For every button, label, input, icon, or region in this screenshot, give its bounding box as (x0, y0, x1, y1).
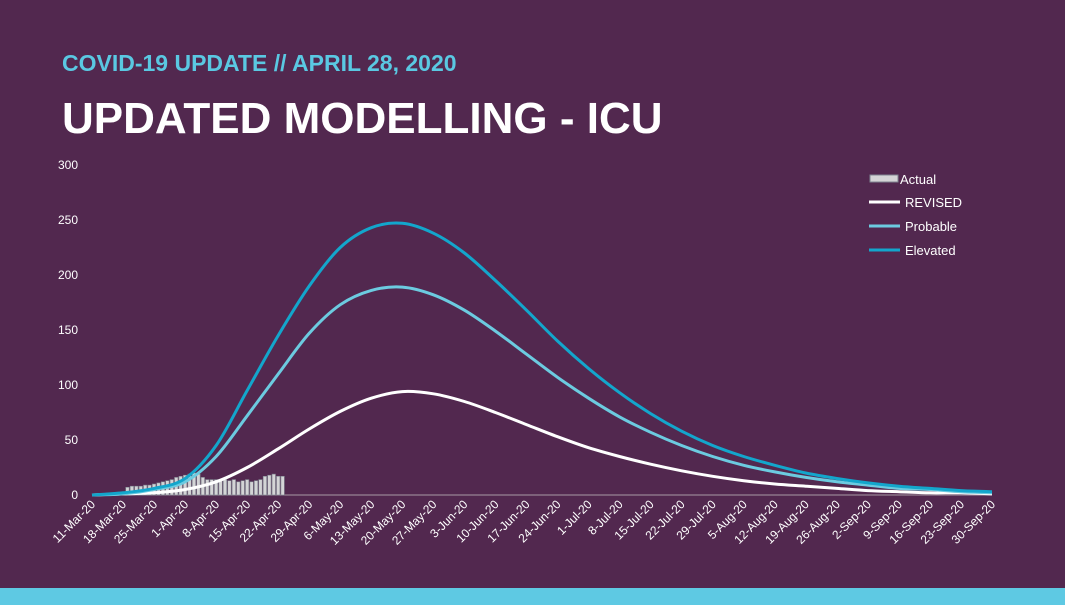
actual-bar (196, 473, 201, 496)
actual-bar (280, 475, 285, 496)
actual-bar (214, 479, 219, 496)
actual-bar (240, 480, 245, 496)
y-tick-label: 300 (58, 158, 78, 172)
actual-bar (276, 475, 281, 496)
y-tick-label: 150 (58, 323, 78, 337)
legend-swatch-actual (869, 174, 899, 183)
actual-bar (249, 481, 254, 496)
bottom-accent-band (0, 588, 1065, 605)
y-tick-label: 200 (58, 268, 78, 282)
series-line-probable (91, 285, 993, 497)
actual-bar (222, 479, 228, 496)
actual-bar (267, 474, 272, 496)
legend-label-actual: Actual (900, 172, 936, 187)
actual-bar (227, 480, 232, 496)
actual-bar (231, 479, 236, 496)
actual-bar (271, 473, 276, 496)
series-line-revised (91, 389, 993, 497)
legend-label-probable: Probable (905, 219, 957, 234)
legend-label-elevated: Elevated (905, 243, 956, 258)
actual-bar (209, 479, 214, 496)
actual-bar (258, 479, 263, 496)
actual-bar (254, 480, 259, 496)
page-title: UPDATED MODELLING - ICU (62, 94, 663, 143)
actual-bar (236, 481, 241, 496)
update-subtitle: COVID-19 UPDATE // APRIL 28, 2020 (62, 50, 457, 76)
actual-bar (183, 474, 188, 496)
series-line-elevated (91, 221, 993, 497)
y-tick-label: 0 (71, 488, 78, 502)
legend-label-revised: REVISED (905, 195, 962, 210)
y-tick-label: 100 (58, 378, 78, 392)
actual-bar (205, 479, 210, 496)
y-tick-label: 250 (58, 213, 78, 227)
actual-bar (245, 479, 250, 496)
actual-bar (262, 475, 267, 496)
y-tick-label: 50 (65, 433, 79, 447)
